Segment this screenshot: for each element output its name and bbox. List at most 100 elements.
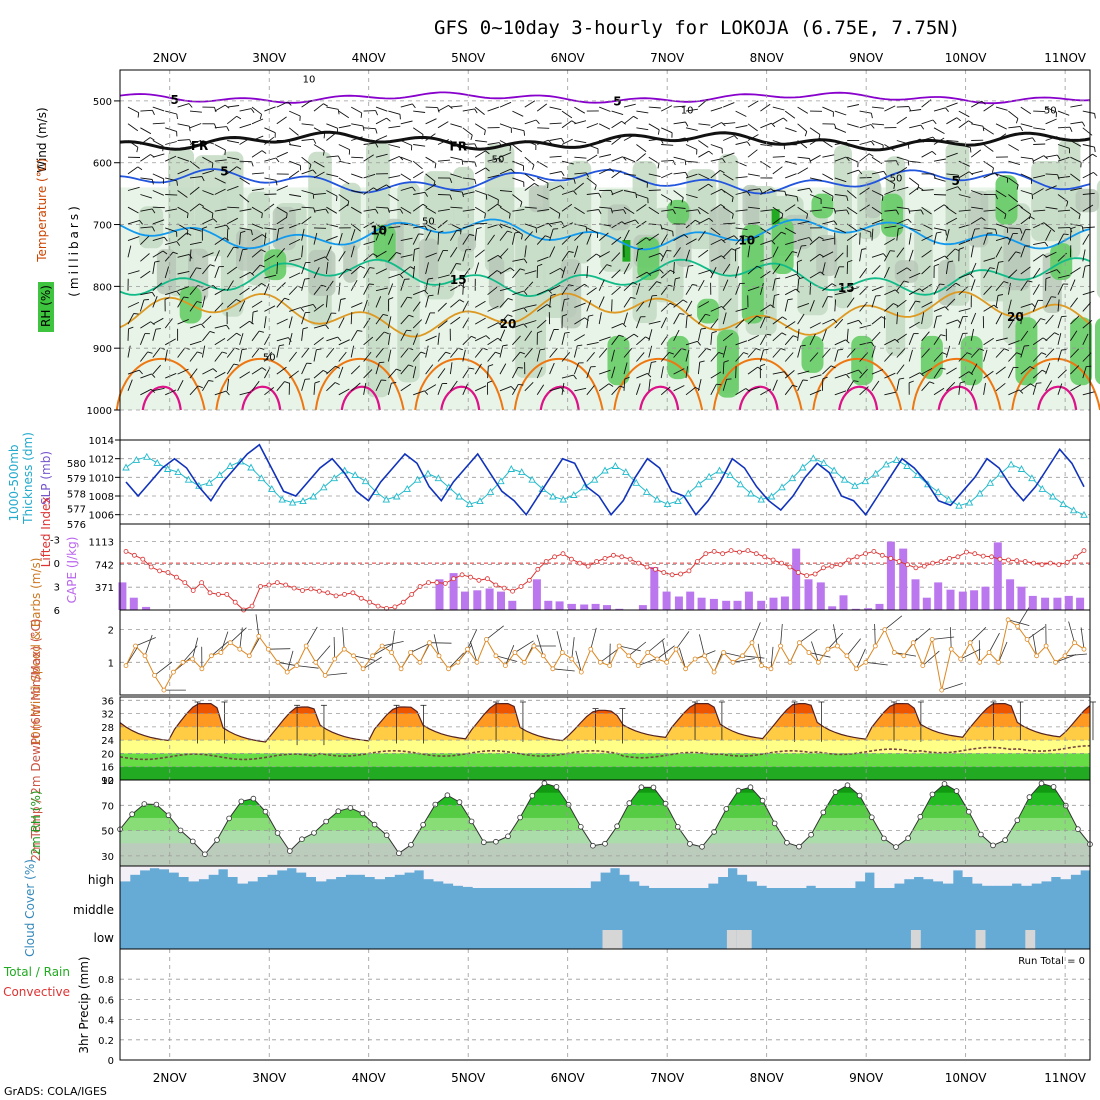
rh-point <box>1050 784 1057 790</box>
wind-barb <box>400 206 412 214</box>
wind-barb <box>884 225 897 229</box>
cloud-high-gap <box>345 866 356 875</box>
wind-barb-flag <box>989 267 995 270</box>
wind-barb <box>313 303 324 312</box>
wind-10m-barb <box>865 661 888 666</box>
wind-barb <box>140 270 151 279</box>
wind-barb-flag <box>858 320 863 325</box>
thickness-point <box>965 498 974 506</box>
wind-barb <box>165 110 177 115</box>
wind-barb <box>165 372 177 379</box>
rh-point <box>238 798 245 805</box>
wind-barb-flag <box>845 156 850 162</box>
wind-barb <box>772 278 776 291</box>
isotherm-line <box>119 130 1091 152</box>
wind-barb <box>611 120 622 129</box>
wind-barb <box>1045 185 1057 191</box>
rh-point <box>541 780 548 786</box>
li-point <box>543 559 549 564</box>
day-label-top: 2NOV <box>153 51 188 65</box>
wind-speed-point <box>721 650 726 655</box>
wind-barb <box>276 228 280 241</box>
wind-barb <box>685 209 698 212</box>
wind-barb <box>437 208 450 212</box>
wind-barb <box>524 231 533 241</box>
wind-barb <box>871 106 884 109</box>
wind-barb-flag <box>675 277 681 280</box>
wind-barb <box>995 190 1007 198</box>
wind-barb-flag <box>151 110 155 115</box>
wind-barb <box>561 352 571 362</box>
wind-barb <box>871 380 880 392</box>
wind-barb <box>239 123 252 129</box>
wind-barb <box>660 105 673 112</box>
wind-barb <box>1082 302 1092 312</box>
wind-barb <box>859 386 869 396</box>
wind-barb <box>983 285 993 296</box>
wind-barb <box>673 234 685 241</box>
wind-barb <box>797 156 810 159</box>
cloud-high-gap <box>845 866 856 888</box>
wind-barb <box>1057 283 1064 295</box>
day-label-bottom: 3NOV <box>252 1071 287 1085</box>
wind-barb <box>536 103 548 112</box>
wind-speed-point <box>958 656 964 662</box>
wind-barb <box>214 288 226 296</box>
wind-barb-flag <box>731 213 734 219</box>
day-label-bottom: 9NOV <box>849 1071 884 1085</box>
wind-barb <box>189 160 200 169</box>
wind-barb <box>933 367 941 379</box>
li-point <box>392 604 398 610</box>
rh-point <box>990 842 996 849</box>
rh-blob <box>1058 139 1081 259</box>
wind-barb <box>549 221 562 225</box>
cloud-high-gap <box>629 866 640 882</box>
wind-barb <box>1008 160 1021 166</box>
wind-barb-flag <box>781 213 784 219</box>
wind-10m-barb <box>600 648 619 663</box>
cape-bar <box>461 591 469 610</box>
cloud-high-gap <box>796 866 807 888</box>
wind-barb <box>165 127 177 132</box>
wind-barb-flag <box>258 330 265 333</box>
wind-barb <box>698 314 706 325</box>
wind-barb <box>822 318 834 325</box>
isotherm-surface-magenta <box>639 385 680 411</box>
wind-barb <box>1082 333 1089 345</box>
wind-barb <box>251 264 261 275</box>
li-point <box>585 563 591 569</box>
wind-barb-flag <box>137 166 143 171</box>
wind-barb-flag <box>460 284 465 289</box>
cloud-high-gap <box>835 866 846 888</box>
wind-barb <box>846 233 858 241</box>
thickness-point <box>1069 506 1078 514</box>
wind-barb <box>958 333 964 345</box>
wind-barb <box>400 140 412 146</box>
li-point <box>636 560 641 566</box>
isotherm-surface-magenta <box>838 385 879 411</box>
wind-barb <box>834 339 846 346</box>
wind-barb-flag <box>634 219 639 224</box>
wind-barb <box>722 190 734 198</box>
wind-barb <box>202 264 211 275</box>
wind-barb <box>760 160 771 169</box>
wind-barb <box>623 134 635 141</box>
wind-barb <box>599 154 612 158</box>
wind-barb <box>983 104 994 112</box>
wind-barb <box>288 332 293 345</box>
cloud-high-gap <box>462 866 474 887</box>
wind-barb <box>958 171 970 179</box>
wind-barb <box>859 187 870 195</box>
wind-barb-flag <box>517 367 523 369</box>
cloud-high-gap <box>227 866 239 877</box>
thickness-point <box>153 458 161 466</box>
wind-barb <box>351 136 363 141</box>
wind-barb <box>958 110 970 118</box>
cape-bar <box>864 608 873 610</box>
rh-blob <box>1031 160 1063 242</box>
li-tick-label: 6 <box>54 606 60 617</box>
wind-barb-flag <box>537 330 543 334</box>
rh-blob-gray <box>894 260 919 283</box>
wind-barb <box>797 313 805 325</box>
wind-barb <box>685 349 690 362</box>
